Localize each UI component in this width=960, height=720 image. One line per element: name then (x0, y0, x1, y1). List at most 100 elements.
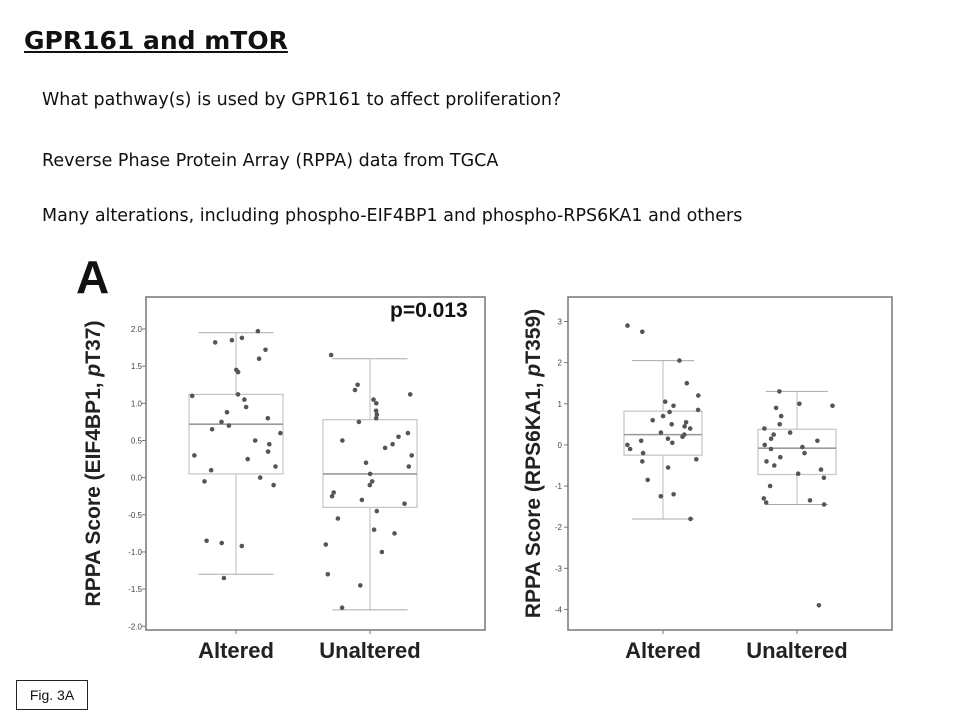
data-point (669, 422, 674, 427)
data-point (406, 464, 412, 469)
data-point (374, 508, 380, 514)
data-point (763, 500, 769, 505)
data-point (684, 380, 690, 386)
y-tick-label: -3 (555, 564, 563, 573)
box-iqr (623, 410, 703, 456)
data-point (358, 583, 363, 588)
data-point (807, 498, 813, 503)
data-point (363, 460, 369, 466)
data-point (374, 412, 380, 417)
data-point (402, 501, 407, 507)
y-tick-label: 0.5 (131, 436, 143, 445)
bullet-rppa-source: Reverse Phase Protein Array (RPPA) data … (42, 151, 499, 171)
data-point (670, 440, 675, 446)
y-tick-label: -2.0 (128, 622, 142, 631)
x-category-label: Altered (625, 638, 701, 663)
data-point (382, 445, 388, 451)
data-point (405, 430, 411, 436)
data-point (772, 463, 777, 468)
x-category-label: Unaltered (746, 638, 847, 663)
data-point (379, 549, 385, 555)
data-point (219, 419, 224, 425)
p-value-annotation: p=0.013 (390, 299, 468, 322)
data-point (658, 430, 664, 435)
data-point (696, 393, 701, 398)
data-point (680, 434, 685, 440)
data-point (682, 424, 687, 429)
y-tick-label: 1.0 (131, 399, 143, 408)
data-point (830, 403, 835, 409)
data-point (359, 497, 365, 503)
data-point (367, 482, 373, 488)
data-point (271, 482, 276, 488)
y-tick-label: -1.0 (128, 548, 142, 557)
data-point (257, 475, 263, 480)
data-point (665, 436, 671, 442)
data-point (688, 516, 693, 522)
data-point (650, 417, 655, 423)
figure-panel-letter: A (76, 251, 110, 303)
data-point (323, 542, 329, 547)
data-point (773, 405, 779, 411)
data-point (797, 401, 802, 407)
data-point (371, 397, 376, 402)
data-point (821, 475, 827, 481)
data-point (662, 399, 668, 405)
data-point (369, 479, 375, 484)
y-tick-label: 2.0 (131, 325, 143, 334)
data-point (640, 450, 646, 456)
data-point (331, 490, 337, 495)
data-point (255, 328, 261, 334)
data-point (392, 531, 397, 536)
data-point (278, 430, 283, 436)
data-point (339, 605, 345, 610)
data-point (665, 465, 671, 470)
data-point (356, 419, 362, 425)
data-point (407, 392, 413, 397)
data-point (340, 438, 345, 443)
data-point (777, 389, 782, 394)
slide-title: GPR161 and mTOR (24, 26, 288, 55)
data-point (771, 432, 776, 437)
data-point (764, 459, 769, 464)
data-point (335, 516, 341, 521)
data-point (660, 413, 666, 419)
data-point (219, 540, 224, 546)
data-point (265, 415, 271, 421)
data-point (396, 434, 401, 440)
data-point (355, 382, 360, 388)
data-point (328, 352, 334, 358)
data-point (625, 442, 630, 448)
data-point (229, 337, 235, 343)
chart-frame (145, 296, 486, 631)
data-point (239, 543, 245, 549)
y-tick-label: 0.0 (131, 474, 143, 483)
data-point (802, 450, 807, 456)
data-point (390, 441, 395, 447)
data-point (768, 436, 774, 442)
data-point (243, 404, 249, 410)
x-category-label: Unaltered (319, 638, 420, 663)
data-point (273, 464, 278, 469)
data-point (245, 456, 250, 462)
data-point (239, 335, 245, 341)
data-point (242, 397, 247, 402)
data-point (677, 358, 682, 363)
data-point (209, 427, 215, 432)
data-point (235, 369, 241, 375)
data-point (352, 387, 358, 393)
data-point (627, 446, 633, 452)
data-point (267, 441, 272, 447)
data-point (235, 392, 241, 397)
data-point (373, 408, 379, 414)
data-point (265, 449, 271, 454)
y-tick-label: -1 (555, 482, 563, 491)
data-point (263, 347, 268, 353)
data-point (687, 426, 693, 431)
data-point (371, 527, 377, 532)
data-point (204, 538, 209, 544)
data-point (694, 457, 699, 462)
data-point (671, 492, 676, 497)
x-category-label: Altered (198, 638, 274, 663)
y-tick-label: -4 (555, 605, 563, 614)
